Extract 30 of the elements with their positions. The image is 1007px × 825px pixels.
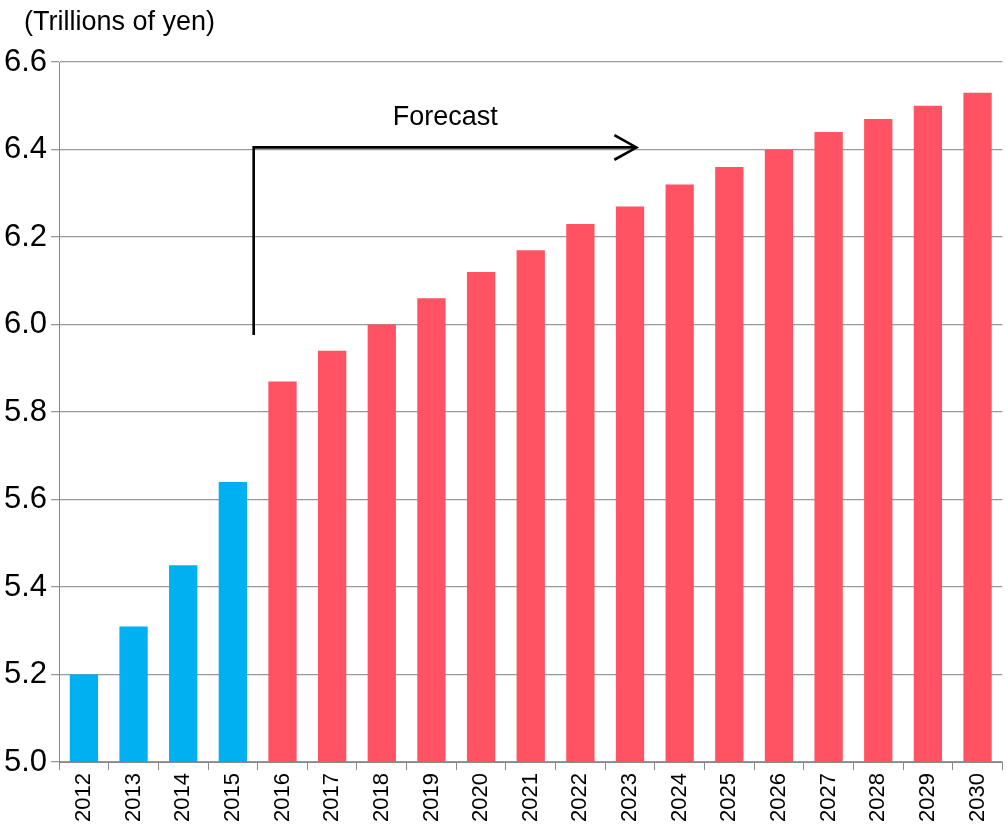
- x-tick-label: 2016: [268, 773, 294, 823]
- x-tick-label: 2026: [765, 773, 791, 823]
- x-tick-label: 2028: [864, 773, 890, 823]
- x-tick-label: 2027: [814, 773, 840, 823]
- y-tick-label: 5.0: [3, 742, 48, 778]
- x-tick-label: 2030: [963, 773, 989, 823]
- x-tick-label: 2029: [913, 773, 939, 823]
- x-tick-label: 2015: [218, 773, 244, 823]
- x-tick-label: 2014: [169, 773, 195, 823]
- y-tick-label: 5.2: [3, 655, 48, 691]
- x-tick-label: 2019: [417, 773, 443, 823]
- y-tick-label: 5.4: [3, 567, 48, 603]
- y-axis-title: (Trillions of yen): [24, 6, 216, 37]
- y-tick-label: 6.6: [3, 42, 48, 78]
- x-tick-label: 2013: [119, 773, 145, 823]
- x-tick-label: 2023: [616, 773, 642, 823]
- x-tick-label: 2021: [516, 773, 542, 823]
- x-tick-label: 2024: [665, 773, 691, 823]
- x-tick-label: 2018: [367, 773, 393, 823]
- x-tick-label: 2025: [715, 773, 741, 823]
- y-tick-label: 6.0: [3, 305, 48, 341]
- y-tick-label: 5.6: [3, 480, 48, 516]
- x-tick-label: 2017: [318, 773, 344, 823]
- x-tick-label: 2012: [69, 773, 95, 823]
- x-tick-label: 2022: [566, 773, 592, 823]
- y-tick-label: 6.4: [3, 130, 48, 166]
- y-tick-label: 6.2: [3, 217, 48, 253]
- annotation: Forecast: [392, 101, 498, 133]
- x-tick-label: 2020: [467, 773, 493, 823]
- y-tick-label: 5.8: [3, 392, 48, 428]
